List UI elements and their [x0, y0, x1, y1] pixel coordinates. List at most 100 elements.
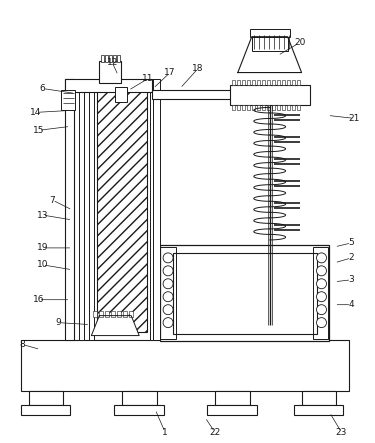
- Bar: [277, 105, 280, 110]
- Text: 20: 20: [294, 38, 305, 47]
- Bar: [207, 405, 257, 415]
- Bar: [99, 311, 104, 317]
- Bar: [21, 405, 70, 415]
- Text: 3: 3: [348, 275, 354, 284]
- Bar: [62, 90, 75, 110]
- Bar: [117, 54, 120, 62]
- Bar: [250, 29, 290, 37]
- Bar: [292, 105, 295, 110]
- Bar: [262, 105, 265, 110]
- Circle shape: [163, 318, 173, 328]
- Text: 11: 11: [142, 74, 154, 83]
- Text: 2: 2: [349, 253, 354, 262]
- Text: 10: 10: [37, 260, 48, 269]
- Bar: [173, 253, 316, 334]
- Bar: [302, 391, 336, 405]
- Text: 22: 22: [209, 428, 220, 437]
- Bar: [252, 105, 255, 110]
- Text: 16: 16: [33, 295, 44, 304]
- Bar: [267, 105, 270, 110]
- Bar: [129, 311, 133, 317]
- Bar: [262, 80, 265, 85]
- Text: 15: 15: [33, 126, 44, 135]
- Bar: [152, 90, 232, 100]
- Text: 12: 12: [106, 58, 118, 67]
- Bar: [257, 105, 260, 110]
- Text: 14: 14: [30, 108, 41, 117]
- Bar: [286, 105, 290, 110]
- Bar: [28, 391, 63, 405]
- Bar: [160, 247, 176, 338]
- Text: 4: 4: [349, 300, 354, 309]
- Circle shape: [316, 305, 327, 315]
- Bar: [247, 105, 250, 110]
- Circle shape: [316, 292, 327, 302]
- Bar: [312, 247, 328, 338]
- Bar: [215, 391, 250, 405]
- Bar: [232, 105, 236, 110]
- Circle shape: [163, 279, 173, 289]
- Text: 23: 23: [336, 428, 347, 437]
- Text: 5: 5: [348, 238, 354, 248]
- Circle shape: [163, 266, 173, 276]
- Bar: [113, 54, 116, 62]
- Text: 9: 9: [56, 318, 62, 327]
- Bar: [80, 78, 84, 340]
- Text: 7: 7: [50, 195, 55, 205]
- Bar: [257, 80, 260, 85]
- Bar: [237, 80, 240, 85]
- Bar: [66, 78, 74, 340]
- Polygon shape: [92, 316, 139, 336]
- Bar: [114, 405, 164, 415]
- Bar: [252, 80, 255, 85]
- Circle shape: [163, 253, 173, 263]
- Circle shape: [316, 266, 327, 276]
- Bar: [297, 105, 300, 110]
- Circle shape: [163, 292, 173, 302]
- Bar: [277, 80, 280, 85]
- Text: 6: 6: [40, 84, 45, 93]
- Bar: [66, 78, 152, 93]
- Bar: [150, 78, 157, 340]
- Bar: [292, 80, 295, 85]
- Bar: [98, 85, 147, 332]
- Bar: [230, 85, 309, 105]
- Bar: [282, 105, 285, 110]
- Bar: [237, 105, 240, 110]
- Bar: [93, 311, 98, 317]
- Circle shape: [316, 318, 327, 328]
- Bar: [294, 405, 344, 415]
- Bar: [242, 80, 245, 85]
- Bar: [109, 54, 112, 62]
- Bar: [232, 80, 236, 85]
- Bar: [297, 80, 300, 85]
- Bar: [105, 311, 109, 317]
- Bar: [89, 78, 94, 340]
- Bar: [117, 311, 121, 317]
- Circle shape: [316, 253, 327, 263]
- Bar: [122, 391, 157, 405]
- Bar: [267, 80, 270, 85]
- Bar: [272, 105, 275, 110]
- Text: 1: 1: [162, 428, 168, 437]
- Text: 18: 18: [192, 64, 204, 73]
- Text: 19: 19: [37, 243, 48, 253]
- Bar: [105, 54, 108, 62]
- Bar: [101, 54, 104, 62]
- Circle shape: [316, 279, 327, 289]
- Bar: [286, 80, 290, 85]
- Bar: [153, 78, 160, 340]
- Bar: [115, 88, 127, 102]
- Text: 17: 17: [164, 68, 176, 77]
- Bar: [282, 80, 285, 85]
- Bar: [99, 61, 121, 82]
- Bar: [21, 340, 350, 391]
- Bar: [111, 311, 115, 317]
- Text: 21: 21: [349, 114, 360, 123]
- Circle shape: [163, 305, 173, 315]
- Bar: [247, 80, 250, 85]
- Text: 8: 8: [20, 340, 26, 349]
- Bar: [123, 311, 127, 317]
- Text: 13: 13: [37, 210, 48, 220]
- Bar: [272, 80, 275, 85]
